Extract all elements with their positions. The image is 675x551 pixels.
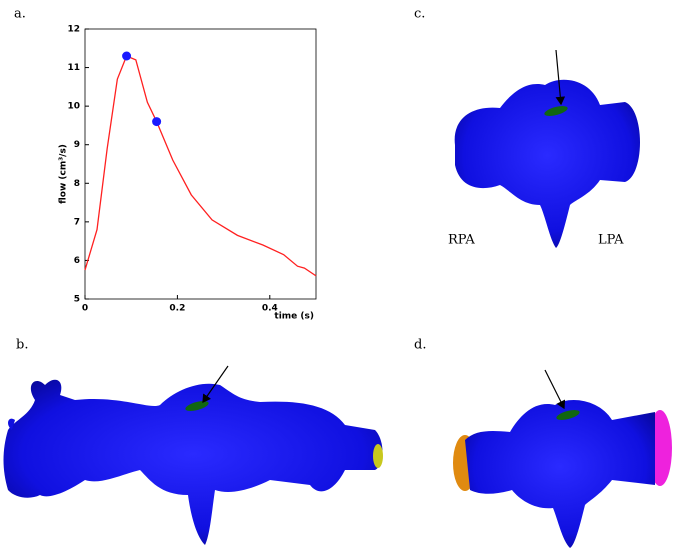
- panel-label: b.: [16, 338, 28, 353]
- y-tick-label: 12: [67, 25, 80, 35]
- panel-label: c.: [414, 7, 425, 22]
- render-d: [453, 369, 672, 548]
- x-tick-label: 0.2: [169, 304, 185, 314]
- y-axis-label: flow (cm³/s): [59, 144, 69, 204]
- panel-label: d.: [414, 338, 426, 353]
- render-c: [454, 49, 640, 248]
- flow-line: [84, 55, 317, 277]
- x-tick-label: 0: [82, 304, 88, 314]
- y-tick-label: 6: [74, 256, 80, 266]
- y-tick-label: 7: [74, 217, 80, 227]
- render-b: [3, 365, 383, 545]
- annotation: RPA: [448, 233, 475, 248]
- plot-frame: [84, 28, 317, 300]
- marker: [152, 117, 162, 127]
- marker: [122, 51, 132, 61]
- x-tick-label: 0.4: [262, 304, 278, 314]
- y-tick-label: 9: [74, 140, 80, 150]
- y-tick-label: 5: [74, 295, 80, 305]
- x-axis-label: time (s): [274, 312, 314, 322]
- y-tick-label: 11: [67, 63, 80, 73]
- annotation: LPA: [598, 233, 624, 248]
- y-tick-label: 10: [67, 102, 80, 112]
- y-tick-label: 8: [74, 179, 80, 189]
- panel-label: a.: [14, 7, 26, 22]
